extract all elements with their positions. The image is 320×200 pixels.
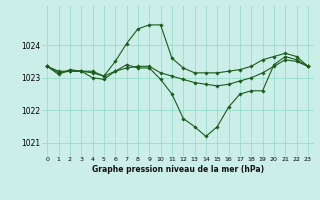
X-axis label: Graphe pression niveau de la mer (hPa): Graphe pression niveau de la mer (hPa) bbox=[92, 165, 264, 174]
